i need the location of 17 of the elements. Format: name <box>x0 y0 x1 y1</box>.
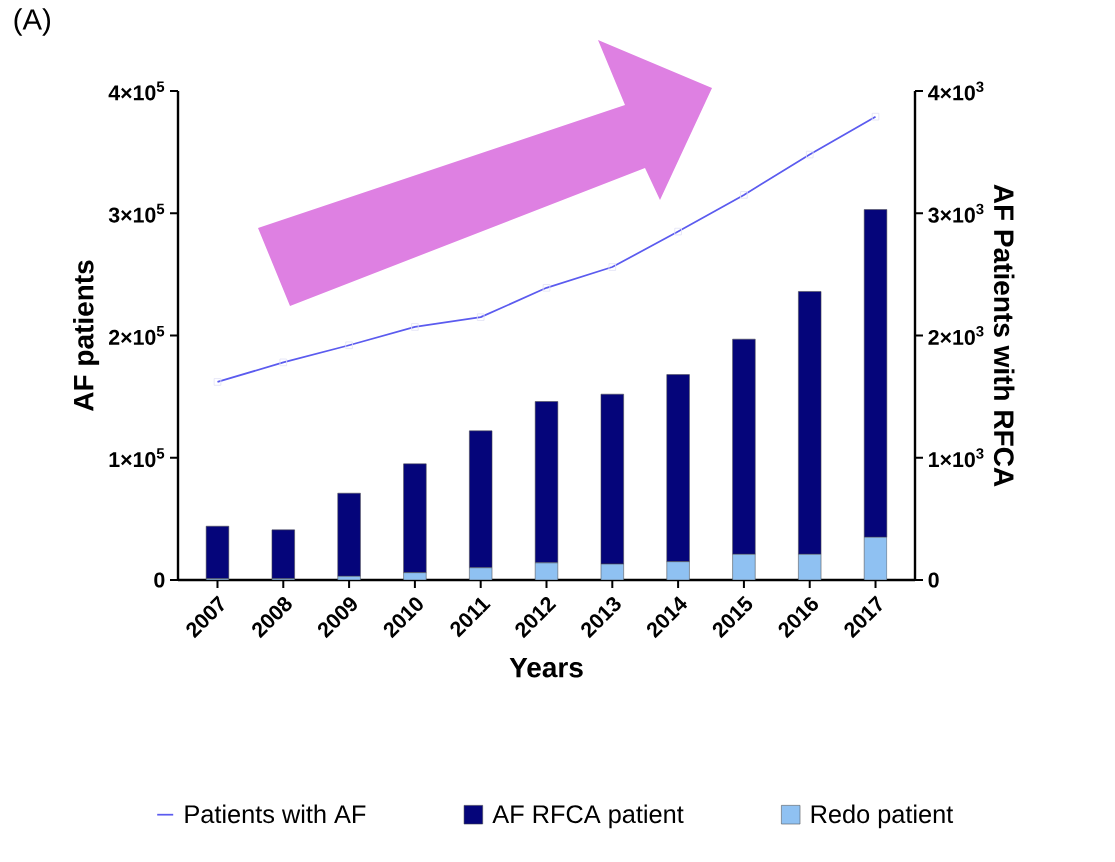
y2-tick-label: 1×10$^{3}$ <box>929 448 984 468</box>
y2-tick-label: 4×10$^{3}$ <box>928 81 984 101</box>
y-axis-title: AF patients <box>73 260 100 412</box>
legend-label: Patients with AF <box>185 804 366 824</box>
y-tick-label: 4×10$^{5}$ <box>108 81 165 101</box>
legend-label: Redo patient <box>811 804 954 829</box>
y-tick-label: 0 <box>154 572 165 588</box>
y-tick-label: 3×10$^{5}$ <box>108 203 165 223</box>
text: (A) <box>14 8 50 36</box>
y2-tick-label: 3×10$^{3}$ <box>928 203 984 223</box>
y2-axis-title: AF Patients with RFCA <box>993 184 1015 487</box>
y-tick-label: 1×10$^{5}$ <box>109 448 165 468</box>
y2-tick-label: 0 <box>928 572 939 588</box>
legend-label: AF RFCA patient <box>492 804 684 829</box>
x-axis-title: Years <box>509 657 583 678</box>
y-tick-label: 2×10$^{5}$ <box>109 326 165 345</box>
y2-tick-label: 2×10$^{3}$ <box>928 325 984 345</box>
